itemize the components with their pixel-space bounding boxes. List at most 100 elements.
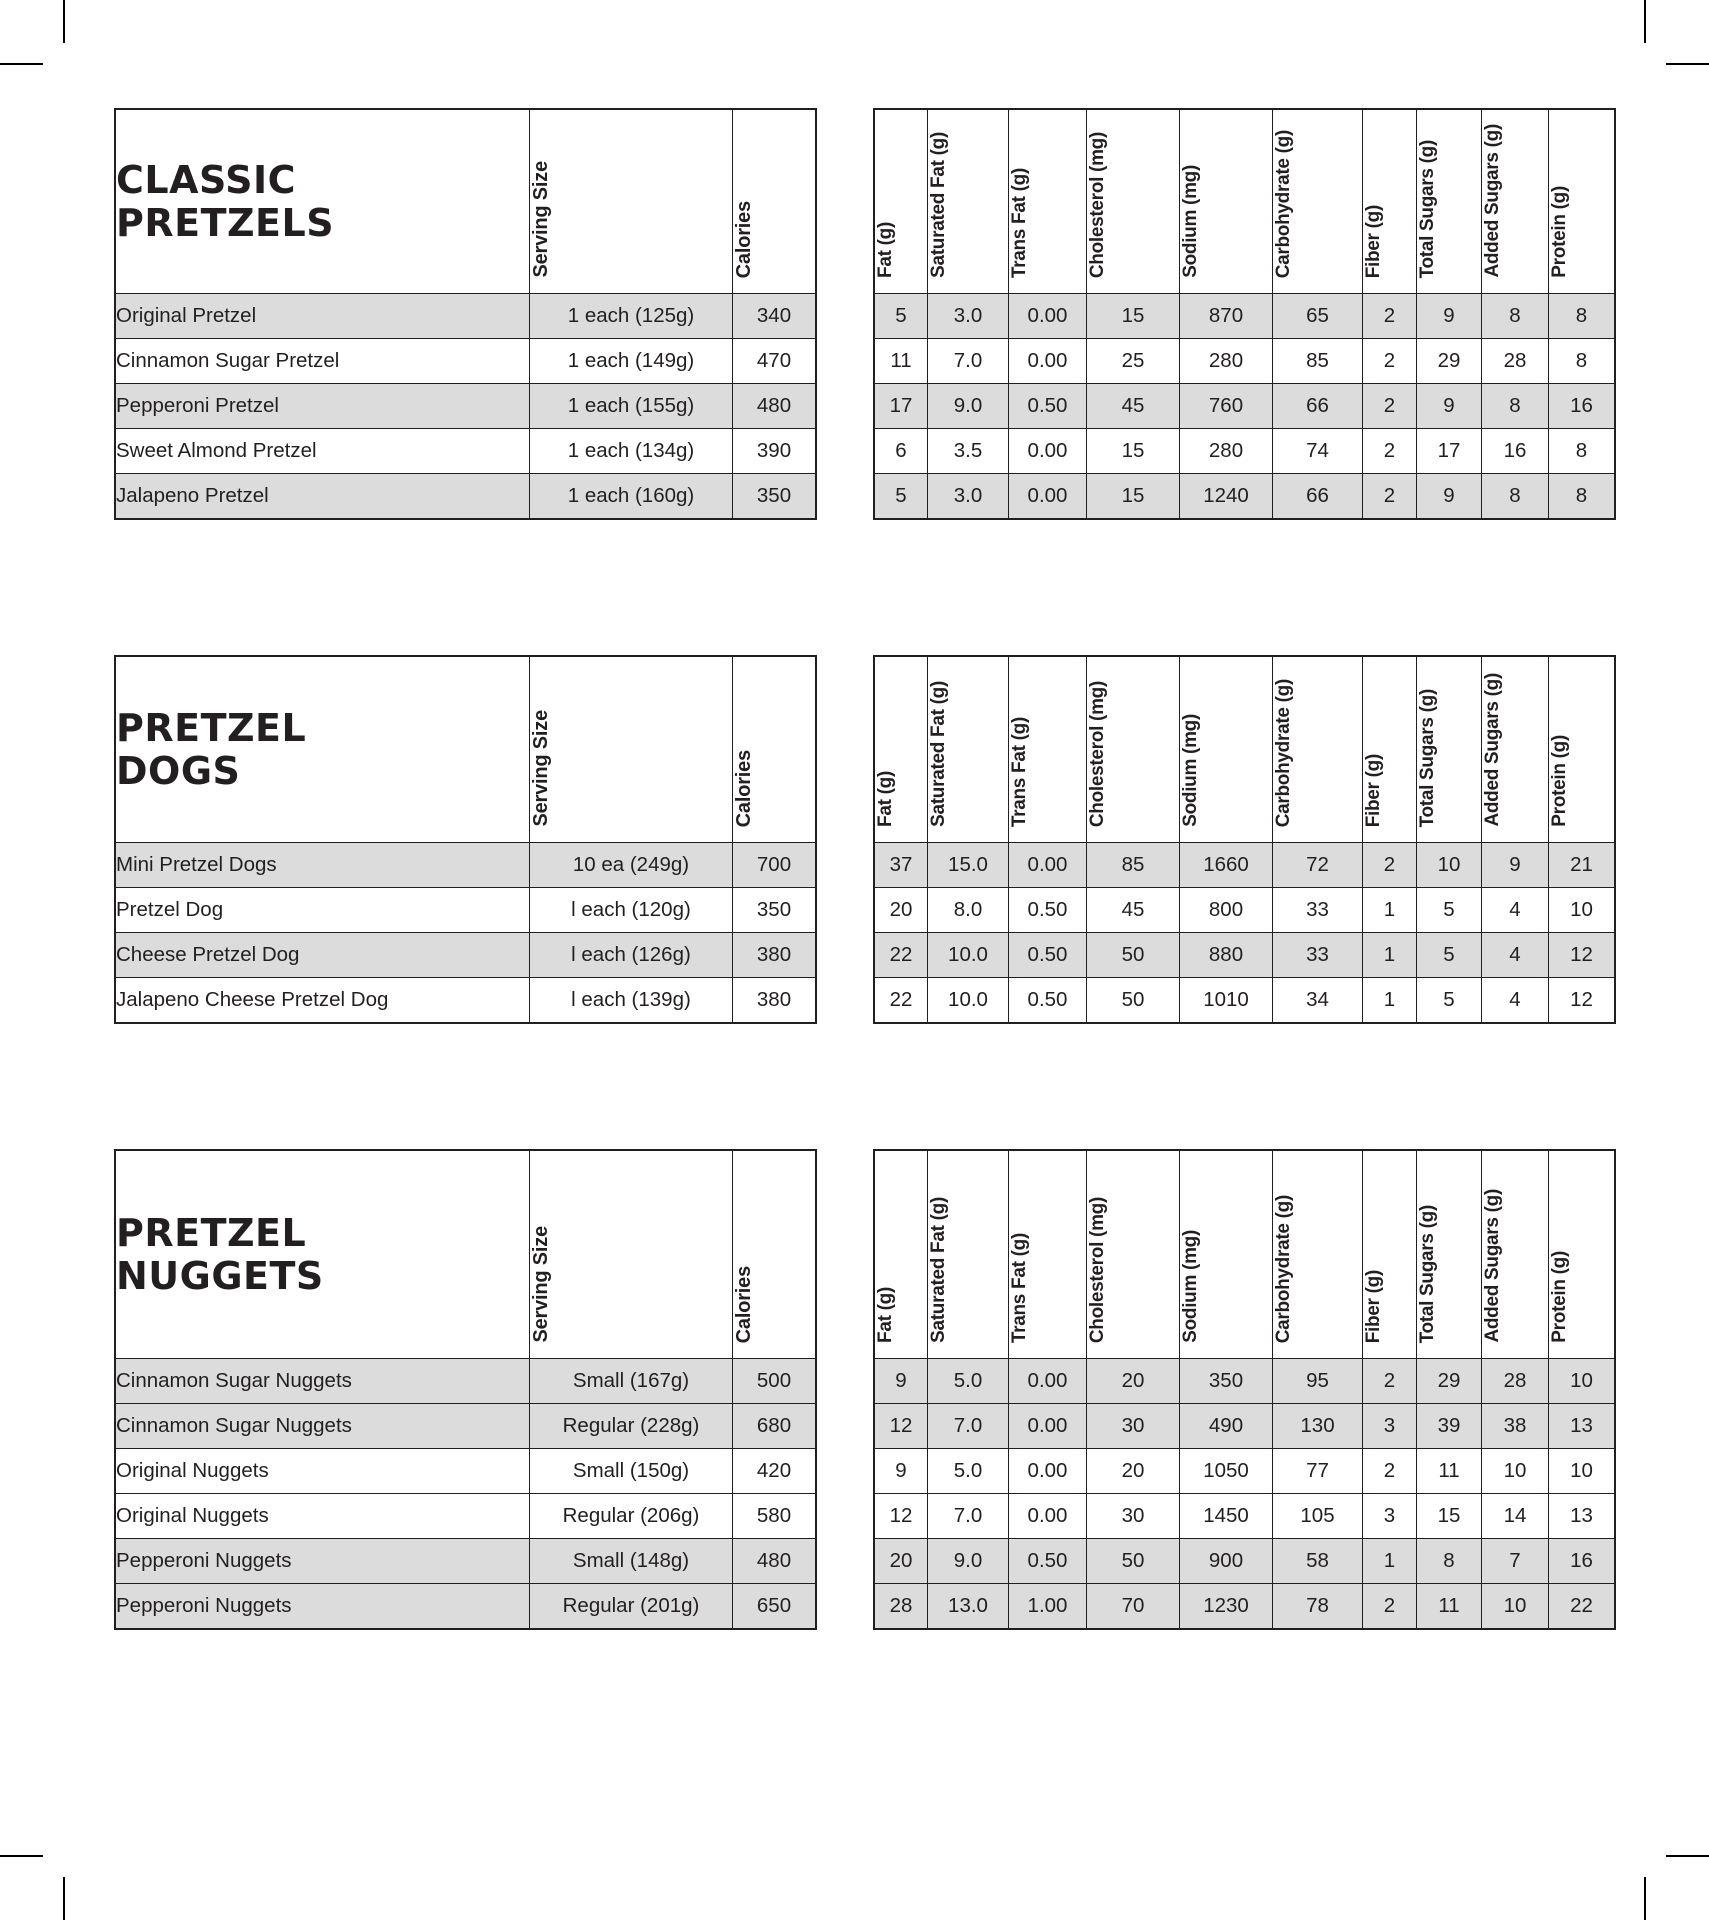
nutrition-header-7: Total Sugars (g) [1416,655,1482,843]
nutrition-header-3: Cholesterol (mg) [1086,655,1180,843]
crop-mark-bottom-right-horizontal [1666,1855,1709,1857]
product-name-cell: Jalapeno Cheese Pretzel Dog [114,977,530,1024]
nutrition-header-1: Saturated Fat (g) [927,655,1009,843]
nutrition-row: 11 7.0 0.00 25 280 85 2 29 28 8 [873,338,1616,384]
nutrition-header-0: Fat (g) [873,1149,928,1359]
nutrition-header-label: Total Sugars (g) [1417,1204,1438,1343]
calories-cell: 650 [732,1583,817,1630]
nutrition-cell: 0.00 [1008,1403,1087,1449]
calories-header: Calories [732,655,817,843]
nutrition-header-label: Saturated Fat (g) [928,132,949,278]
product-name-cell: Original Nuggets [114,1448,530,1494]
nutrition-cell: 1240 [1179,473,1273,520]
nutrition-cell: 58 [1272,1538,1363,1584]
nutrition-header-label: Carbohydrate (g) [1273,1194,1294,1343]
nutrition-header-row: Fat (g) Saturated Fat (g) Trans Fat (g) Cho… [873,655,1616,843]
nutrition-cell: 1660 [1179,842,1273,888]
nutrition-header-label: Cholesterol (mg) [1087,131,1108,278]
nutrition-cell: 8 [1481,293,1549,339]
nutrition-row: 5 3.0 0.00 15 870 65 2 9 8 8 [873,293,1616,339]
nutrition-cell: 9 [1481,842,1549,888]
nutrition-cell: 2 [1362,473,1417,520]
product-name-cell: Pepperoni Nuggets [114,1538,530,1584]
nutrition-cell: 37 [873,842,928,888]
table-row: Pepperoni Nuggets Small (148g) 480 [114,1538,817,1584]
nutrition-cell: 77 [1272,1448,1363,1494]
nutrition-row: 22 10.0 0.50 50 880 33 1 5 4 12 [873,932,1616,978]
left-table-classic-pretzels: CLASSIC PRETZELS Serving Size Calories Origi… [114,108,817,520]
nutrition-header-label: Sodium (mg) [1180,165,1201,278]
nutrition-cell: 8 [1548,428,1616,474]
nutrition-cell: 0.50 [1008,383,1087,429]
nutrition-row: 20 9.0 0.50 50 900 58 1 8 7 16 [873,1538,1616,1584]
nutrition-header-label: Protein (g) [1549,186,1570,278]
nutrition-cell: 38 [1481,1403,1549,1449]
nutrition-table-pretzel-dogs: Fat (g) Saturated Fat (g) Trans Fat (g) Cho… [873,655,1616,1024]
nutrition-header-label: Fat (g) [875,771,896,827]
nutrition-header-9: Protein (g) [1548,1149,1616,1359]
section-title-cell: PRETZEL DOGS [114,655,530,843]
nutrition-header-6: Fiber (g) [1362,1149,1417,1359]
table-row: Cinnamon Sugar Nuggets Regular (228g) 680 [114,1403,817,1449]
nutrition-cell: 0.00 [1008,1358,1087,1404]
nutrition-cell: 1230 [1179,1583,1273,1630]
product-name-cell: Original Nuggets [114,1493,530,1539]
nutrition-header-label: Fiber (g) [1363,753,1384,827]
nutrition-header-9: Protein (g) [1548,655,1616,843]
nutrition-cell: 880 [1179,932,1273,978]
nutrition-cell: 7.0 [927,338,1009,384]
nutrition-cell: 280 [1179,428,1273,474]
nutrition-cell: 13 [1548,1493,1616,1539]
nutrition-header-label: Trans Fat (g) [1009,1232,1030,1343]
nutrition-cell: 39 [1416,1403,1482,1449]
nutrition-cell: 8 [1548,293,1616,339]
nutrition-cell: 20 [1086,1358,1180,1404]
nutrition-cell: 12 [873,1403,928,1449]
nutrition-header-row: Fat (g) Saturated Fat (g) Trans Fat (g) Cho… [873,1149,1616,1359]
product-name-cell: Cinnamon Sugar Pretzel [114,338,530,384]
nutrition-cell: 0.00 [1008,293,1087,339]
product-name-cell: Sweet Almond Pretzel [114,428,530,474]
table-row: Pepperoni Pretzel 1 each (155g) 480 [114,383,817,429]
nutrition-cell: 0.00 [1008,473,1087,520]
nutrition-header-8: Added Sugars (g) [1481,655,1549,843]
nutrition-table-classic-pretzels: Fat (g) Saturated Fat (g) Trans Fat (g) Cho… [873,108,1616,520]
nutrition-header-label: Saturated Fat (g) [928,1197,949,1343]
nutrition-cell: 2 [1362,1448,1417,1494]
nutrition-cell: 0.50 [1008,887,1087,933]
nutrition-table-wrap-pretzel-dogs: Fat (g) Saturated Fat (g) Trans Fat (g) Cho… [873,655,1616,1024]
nutrition-cell: 13.0 [927,1583,1009,1630]
nutrition-cell: 5 [873,293,928,339]
calories-header-label: Calories [733,749,755,827]
nutrition-row: 9 5.0 0.00 20 1050 77 2 11 10 10 [873,1448,1616,1494]
table-row: Original Pretzel 1 each (125g) 340 [114,293,817,339]
nutrition-header-1: Saturated Fat (g) [927,1149,1009,1359]
table-row: Jalapeno Cheese Pretzel Dog l each (139g)… [114,977,817,1024]
nutrition-header-3: Cholesterol (mg) [1086,108,1180,294]
nutrition-header-label: Fat (g) [875,1287,896,1343]
nutrition-header-0: Fat (g) [873,655,928,843]
crop-mark-top-right-horizontal [1666,63,1709,65]
nutrition-cell: 65 [1272,293,1363,339]
nutrition-cell: 1010 [1179,977,1273,1024]
nutrition-cell: 28 [1481,1358,1549,1404]
nutrition-header-1: Saturated Fat (g) [927,108,1009,294]
nutrition-cell: 5.0 [927,1448,1009,1494]
nutrition-cell: 3.0 [927,293,1009,339]
section-title: PRETZEL [116,1210,307,1255]
nutrition-header-5: Carbohydrate (g) [1272,655,1363,843]
nutrition-cell: 9 [873,1448,928,1494]
calories-cell: 680 [732,1403,817,1449]
nutrition-cell: 33 [1272,932,1363,978]
calories-cell: 480 [732,383,817,429]
nutrition-cell: 105 [1272,1493,1363,1539]
crop-mark-bottom-left-vertical [63,1877,65,1920]
nutrition-header-4: Sodium (mg) [1179,655,1273,843]
nutrition-cell: 0.00 [1008,1493,1087,1539]
serving-size-cell: l each (139g) [529,977,733,1024]
nutrition-header-label: Carbohydrate (g) [1273,678,1294,827]
calories-cell: 580 [732,1493,817,1539]
nutrition-cell: 7.0 [927,1493,1009,1539]
nutrition-cell: 5 [1416,977,1482,1024]
nutrition-header-label: Cholesterol (mg) [1087,1196,1108,1343]
